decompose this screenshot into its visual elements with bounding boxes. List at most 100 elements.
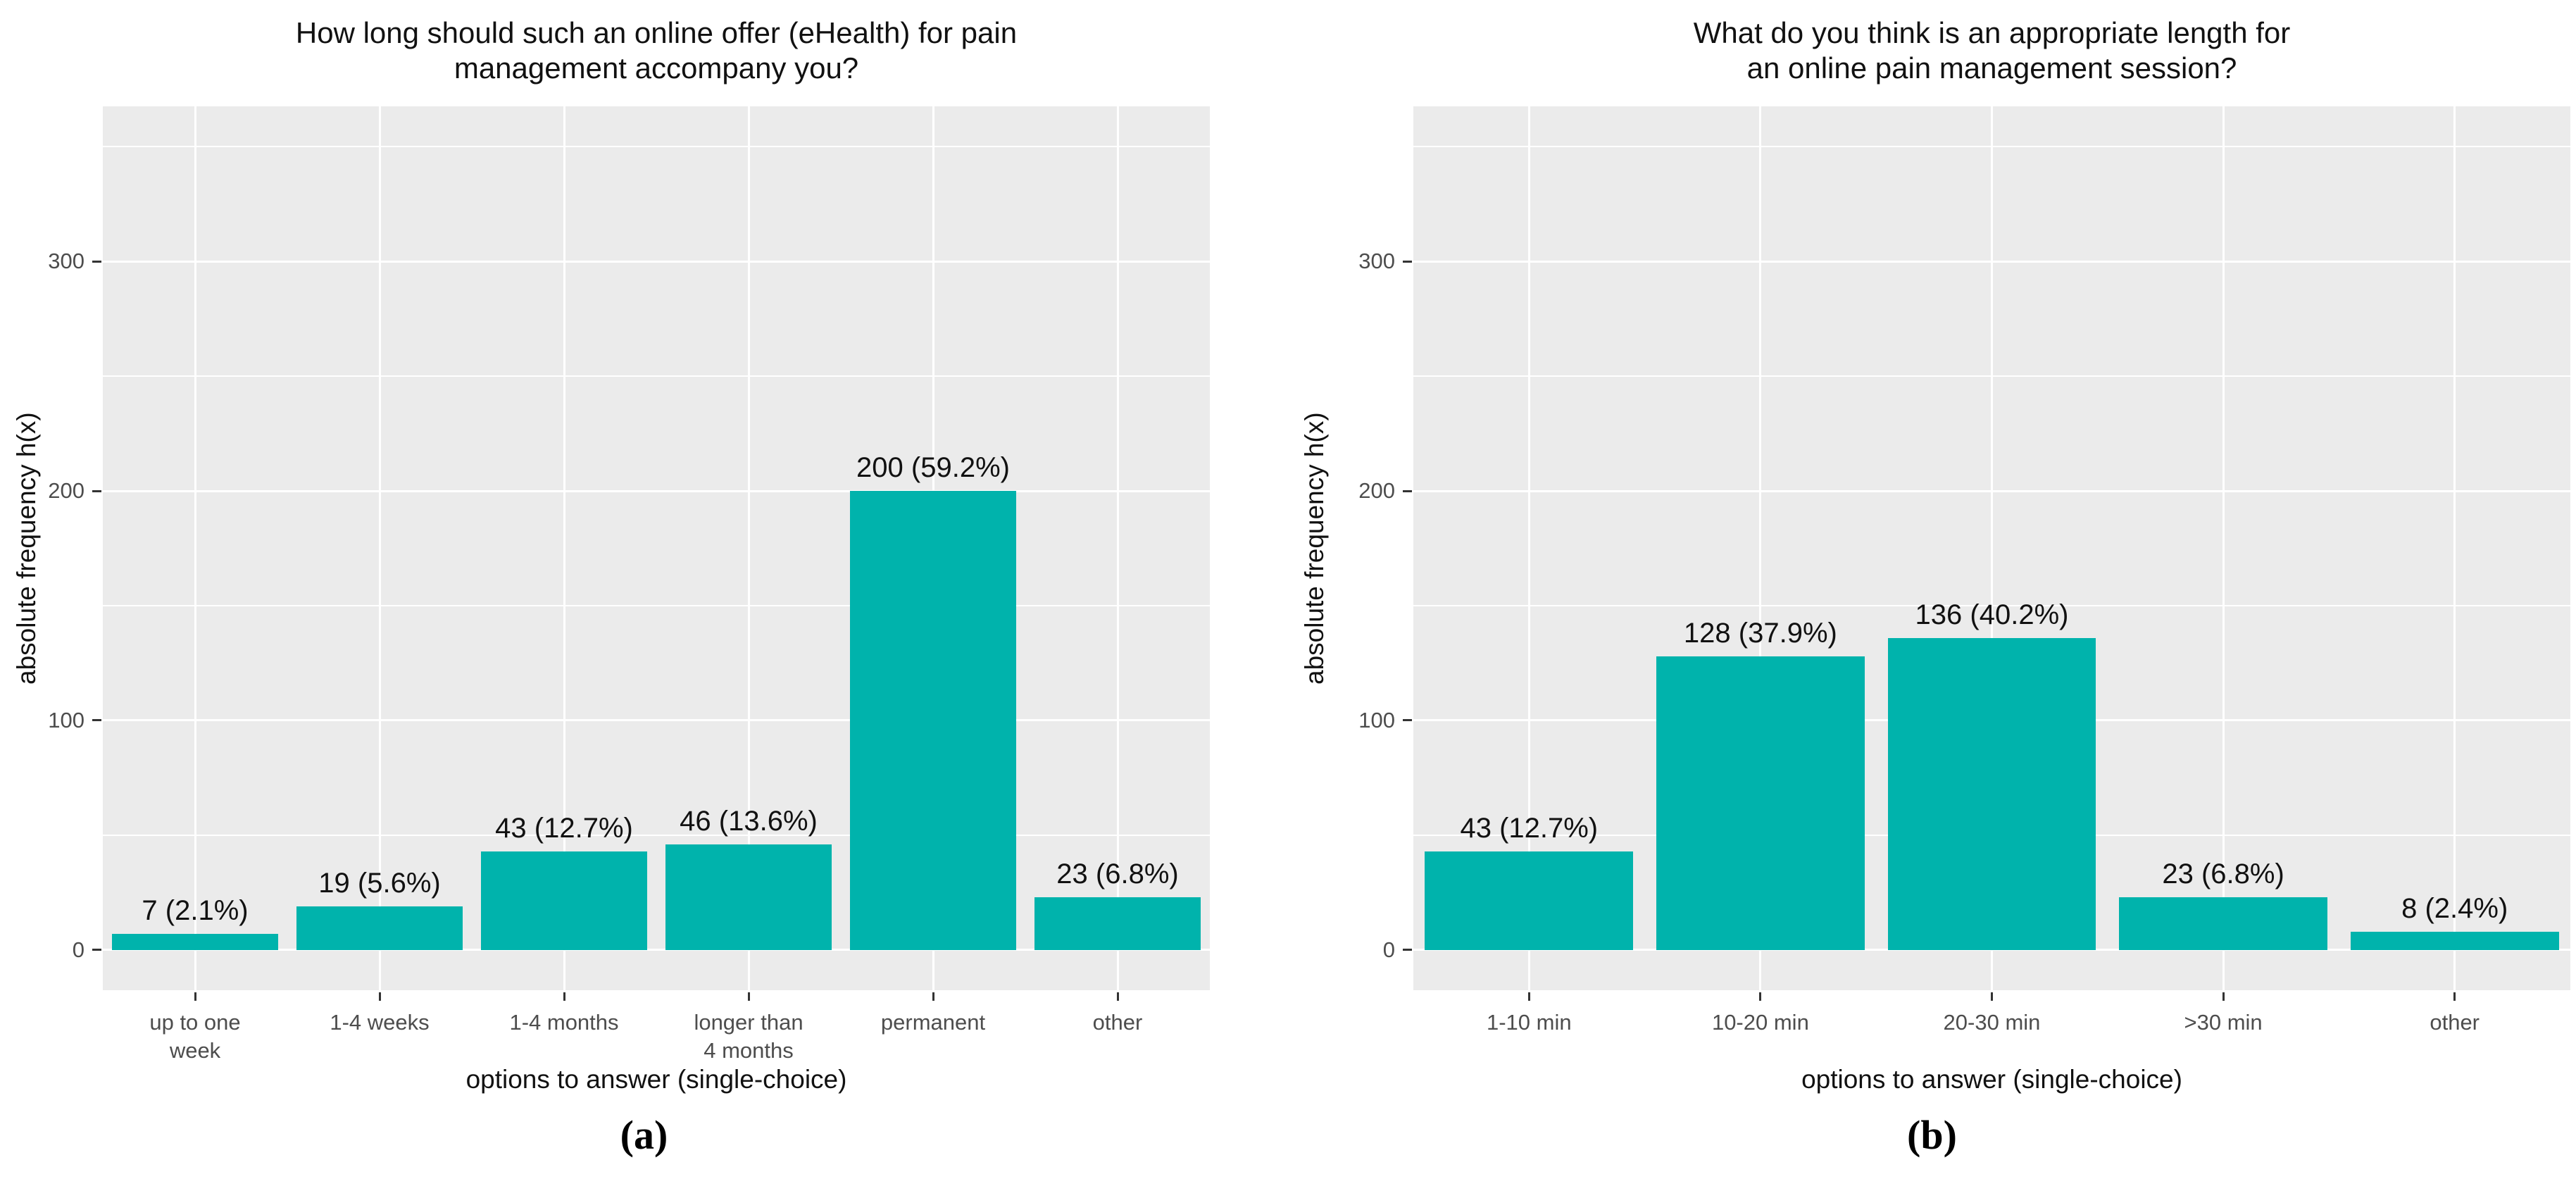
bar-value-label: 19 (5.6%) <box>318 868 441 899</box>
chart-a-y-axis-title: absolute frequency h(x) <box>12 412 41 685</box>
bar-value-label: 200 (59.2%) <box>856 452 1010 484</box>
chart-a-title: How long should such an online offer (eH… <box>103 15 1210 86</box>
chart-a-x-axis-title: options to answer (single-choice) <box>465 1065 847 1094</box>
x-gridline-major <box>1527 106 1530 990</box>
y-gridline-major <box>103 260 1210 263</box>
x-tick-mark <box>1759 992 1762 1001</box>
bar-value-label: 136 (40.2%) <box>1915 599 2069 630</box>
x-gridline-major <box>1116 106 1119 990</box>
bar <box>850 491 1016 950</box>
x-gridline-major <box>378 106 381 990</box>
x-tick-label: 1-10 min <box>1413 1009 1645 1037</box>
x-gridline-major <box>2453 106 2456 990</box>
x-tick-label: 10-20 min <box>1645 1009 1877 1037</box>
chart-b-title: What do you think is an appropriate leng… <box>1413 15 2570 86</box>
y-tick-mark <box>1403 260 1412 263</box>
x-tick-label-line: 1-4 months <box>509 1010 619 1035</box>
y-tick-mark <box>92 489 101 492</box>
x-tick-label-line: >30 min <box>2184 1010 2263 1035</box>
bar-value-label: 128 (37.9%) <box>1683 617 1837 649</box>
x-tick-label: up to one week <box>103 1009 287 1065</box>
x-tick-mark <box>1116 992 1119 1001</box>
x-tick-label: longer than 4 months <box>656 1009 841 1065</box>
x-tick-mark <box>563 992 565 1001</box>
y-gridline-minor <box>103 375 1210 377</box>
bar <box>1887 637 2096 950</box>
y-tick-label: 200 <box>1358 478 1395 503</box>
chart-b-subfigure-label: (b) <box>1907 1112 1957 1158</box>
x-tick-label-line: longer than <box>694 1010 804 1035</box>
x-tick-mark <box>2453 992 2456 1001</box>
y-gridline-minor <box>103 834 1210 836</box>
chart-a-title-line2: management accompany you? <box>454 51 859 85</box>
y-gridline-minor <box>103 604 1210 606</box>
bar-value-label: 43 (12.7%) <box>1460 812 1599 844</box>
bar-value-label: 7 (2.1%) <box>142 895 249 927</box>
x-tick-mark <box>932 992 934 1001</box>
chart-b-y-axis-title: absolute frequency h(x) <box>1300 412 1329 685</box>
y-tick-label: 0 <box>72 937 85 962</box>
x-tick-label-line: 1-10 min <box>1486 1010 1572 1035</box>
y-tick-mark <box>92 260 101 263</box>
bar-value-label: 23 (6.8%) <box>1056 858 1179 890</box>
y-tick-mark <box>1403 489 1412 492</box>
bar <box>2119 897 2327 950</box>
x-gridline-major <box>563 106 565 990</box>
x-tick-label: other <box>1025 1009 1210 1037</box>
y-tick-label: 0 <box>1382 937 1395 962</box>
x-tick-label: other <box>2339 1009 2570 1037</box>
x-tick-label: 20-30 min <box>1876 1009 2108 1037</box>
chart-a-plot-panel: 7 (2.1%) 19 (5.6%) 43 (12.7%) 46 (13.6%) 200… <box>103 106 1210 990</box>
bar <box>1034 897 1201 950</box>
y-tick-mark <box>1403 949 1412 951</box>
x-tick-label-line: permanent <box>880 1010 986 1035</box>
y-tick-label: 100 <box>48 707 85 732</box>
bar <box>1425 851 1634 950</box>
x-tick-label-line: 10-20 min <box>1711 1010 1809 1035</box>
y-gridline-major <box>103 489 1210 492</box>
y-tick-label: 300 <box>48 249 85 274</box>
x-tick-mark <box>747 992 750 1001</box>
bar-value-label: 8 (2.4%) <box>2401 892 2508 924</box>
x-tick-label: 1-4 months <box>472 1009 656 1037</box>
x-gridline-major <box>1991 106 1993 990</box>
x-tick-label: 1-4 weeks <box>287 1009 472 1037</box>
y-tick-label: 200 <box>48 478 85 503</box>
bar-value-label: 23 (6.8%) <box>2162 858 2284 890</box>
bar <box>481 851 647 950</box>
chart-b-x-axis-title: options to answer (single-choice) <box>1801 1065 2182 1094</box>
bar <box>296 906 463 950</box>
bar <box>665 844 832 950</box>
x-gridline-major <box>2222 106 2225 990</box>
chart-b: What do you think is an appropriate leng… <box>1288 0 2576 1186</box>
chart-a-title-line1: How long should such an online offer (eH… <box>295 16 1018 49</box>
y-gridline-major <box>103 949 1210 951</box>
x-gridline-major <box>1759 106 1762 990</box>
y-tick-mark <box>1403 719 1412 722</box>
x-tick-label-line: other <box>1092 1010 1143 1035</box>
bar <box>2350 931 2559 950</box>
bar-value-label: 46 (13.6%) <box>680 806 818 837</box>
y-gridline-minor <box>103 146 1210 148</box>
x-tick-mark <box>1991 992 1993 1001</box>
y-tick-label: 100 <box>1358 707 1395 732</box>
x-tick-label-line: other <box>2430 1010 2480 1035</box>
x-tick-mark <box>194 992 196 1001</box>
x-tick-mark <box>1527 992 1530 1001</box>
bar-value-label: 43 (12.7%) <box>495 812 633 844</box>
x-gridline-major <box>747 106 750 990</box>
bar <box>112 934 278 950</box>
x-tick-label-line: 1-4 weeks <box>330 1010 430 1035</box>
y-tick-label: 300 <box>1358 249 1395 274</box>
x-tick-label-line: week <box>169 1038 221 1063</box>
y-tick-mark <box>92 949 101 951</box>
x-gridline-major <box>194 106 196 990</box>
chart-a: How long should such an online offer (eH… <box>12 15 1210 1158</box>
x-tick-label-line: 20-30 min <box>1943 1010 2041 1035</box>
x-tick-label: >30 min <box>2108 1009 2339 1037</box>
x-tick-label: permanent <box>841 1009 1025 1037</box>
x-tick-label-line: up to one <box>149 1010 241 1035</box>
bar <box>1656 656 1865 950</box>
x-tick-label-line: 4 months <box>704 1038 794 1063</box>
